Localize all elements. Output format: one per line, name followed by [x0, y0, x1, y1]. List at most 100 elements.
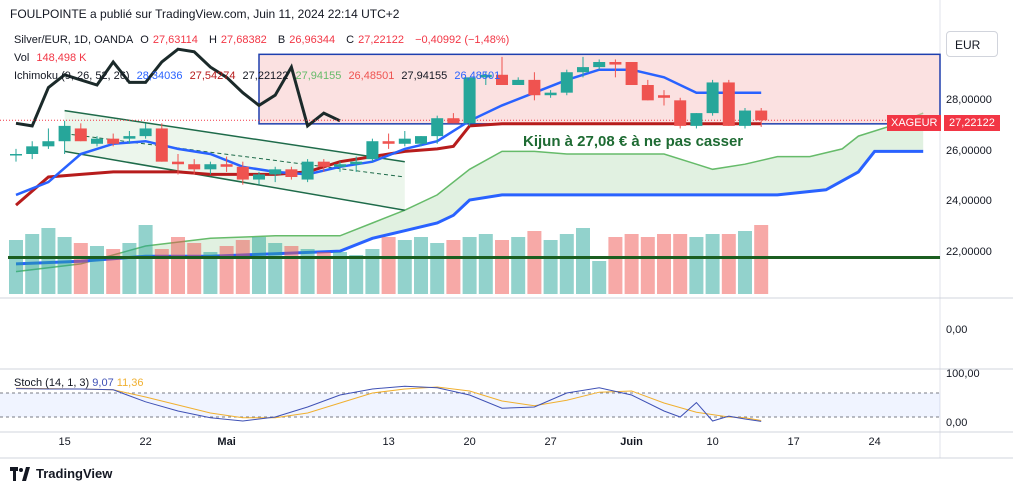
- date-tick-label: Juin: [620, 436, 643, 448]
- candle-body: [496, 74, 508, 85]
- brand-name: TradingView: [36, 466, 113, 481]
- tradingview-icon: [10, 466, 30, 481]
- volume-bar: [187, 243, 202, 294]
- date-tick-label: Mai: [217, 436, 236, 448]
- volume-bar: [73, 243, 88, 294]
- candle-body: [641, 85, 654, 101]
- legend-change: −0,40992 (−1,48%): [415, 34, 510, 46]
- volume-bar: [203, 252, 218, 294]
- volume-legend[interactable]: Vol 148,498 K: [14, 52, 91, 64]
- last-price-tag: 27,22122: [944, 115, 1000, 131]
- stoch-band: [0, 393, 940, 417]
- volume-bar: [543, 240, 558, 294]
- date-tick-label: 13: [382, 436, 395, 448]
- stochastic-legend[interactable]: Stoch (14, 1, 3) 9,07 11,36: [14, 377, 143, 389]
- volume-bar: [608, 237, 623, 294]
- date-tick-label: 24: [868, 436, 881, 448]
- volume-bar: [235, 240, 250, 294]
- volume-bar: [624, 234, 639, 294]
- volume-bar: [592, 261, 607, 294]
- candle-body: [658, 95, 670, 98]
- volume-value: 148,498 K: [36, 52, 87, 64]
- candle-body: [674, 100, 687, 126]
- candle-body: [253, 174, 265, 180]
- volume-bar: [495, 240, 509, 294]
- price-tick-label: 28,00000: [946, 94, 992, 106]
- volume-bar: [381, 237, 396, 294]
- volume-bar: [414, 237, 428, 294]
- ichimoku-legend[interactable]: Ichimoku (9, 26, 52, 26) 28,34036 27,542…: [14, 70, 504, 82]
- volume-bar: [511, 237, 526, 294]
- stoch-tick-label: 100,00: [946, 368, 980, 380]
- volume-bar: [106, 249, 121, 294]
- candle-body: [301, 161, 314, 180]
- volume-bar: [57, 237, 72, 294]
- date-tick-label: 20: [463, 436, 476, 448]
- candle-body: [91, 138, 103, 144]
- volume-bar: [268, 243, 283, 294]
- candle-body: [26, 146, 39, 154]
- stoch-d-line: [15, 386, 762, 421]
- ichimoku-span-b-value: 26,48501: [348, 70, 395, 82]
- candle-body: [593, 62, 606, 68]
- candle-body: [382, 141, 395, 144]
- volume-bar: [397, 240, 412, 294]
- stoch-tick-label: 0,00: [946, 417, 968, 429]
- volume-tick-label: 0,00: [946, 324, 968, 336]
- candle-body: [10, 154, 22, 156]
- senkou-span-a-line: [15, 112, 924, 273]
- volume-bar: [559, 234, 574, 294]
- stoch-label: Stoch (14, 1, 3): [14, 377, 90, 389]
- volume-bar: [721, 234, 736, 294]
- candle-body: [366, 141, 379, 160]
- kijun-annotation[interactable]: Kijun à 27,08 € à ne pas casser: [523, 133, 744, 150]
- candle-body: [350, 161, 363, 165]
- candle-body: [755, 110, 768, 121]
- candle-body: [334, 164, 346, 167]
- ichimoku-kijun-value: 27,54274: [189, 70, 236, 82]
- volume-bar: [478, 234, 493, 294]
- ichimoku-tenkan-value: 28,34036: [136, 70, 183, 82]
- candle-body: [431, 118, 444, 137]
- price-tick-label: 24,00000: [946, 195, 992, 207]
- stochastic-panel: [0, 385, 940, 422]
- candle-body: [560, 72, 573, 93]
- candle-body: [107, 138, 120, 144]
- date-tick-label: 27: [544, 436, 557, 448]
- candle-body: [74, 128, 87, 142]
- volume-bar: [284, 246, 299, 294]
- candle-body: [544, 92, 557, 96]
- volume-bar: [430, 243, 445, 294]
- ichimoku-label: Ichimoku (9, 26, 52, 26): [14, 70, 130, 82]
- volume-bar: [41, 228, 56, 294]
- candle-body: [123, 136, 136, 139]
- price-tick-label: 22,00000: [946, 246, 992, 258]
- candle-body: [285, 169, 298, 177]
- candle-body: [172, 161, 184, 165]
- candle-body: [236, 166, 249, 180]
- channel-lower-line: [64, 150, 405, 211]
- grid: [0, 0, 1013, 459]
- legend-high: H 27,68382: [208, 34, 267, 46]
- legend-symbol[interactable]: Silver/EUR, 1D, OANDA: [14, 34, 134, 46]
- candle-body: [139, 128, 152, 137]
- tradingview-logo[interactable]: TradingView: [10, 466, 112, 481]
- candle-body: [42, 141, 55, 147]
- date-tick-label: 22: [139, 436, 152, 448]
- date-tick-label: 15: [58, 436, 71, 448]
- candle-body: [577, 67, 589, 73]
- volume-bar: [689, 237, 704, 294]
- candle-body: [269, 169, 282, 175]
- volume-bars: [8, 225, 940, 294]
- currency-selector[interactable]: EUR: [946, 31, 998, 57]
- legend-close: C 27,22122: [346, 34, 405, 46]
- symbol-price-tag: XAGEUR: [887, 115, 942, 131]
- volume-bar: [300, 249, 315, 294]
- volume-bar: [171, 237, 185, 294]
- candle-body: [722, 82, 735, 126]
- volume-bar: [527, 231, 542, 294]
- ichimoku-cloud: [16, 113, 924, 272]
- candle-body: [398, 138, 411, 144]
- candle-body: [220, 164, 233, 167]
